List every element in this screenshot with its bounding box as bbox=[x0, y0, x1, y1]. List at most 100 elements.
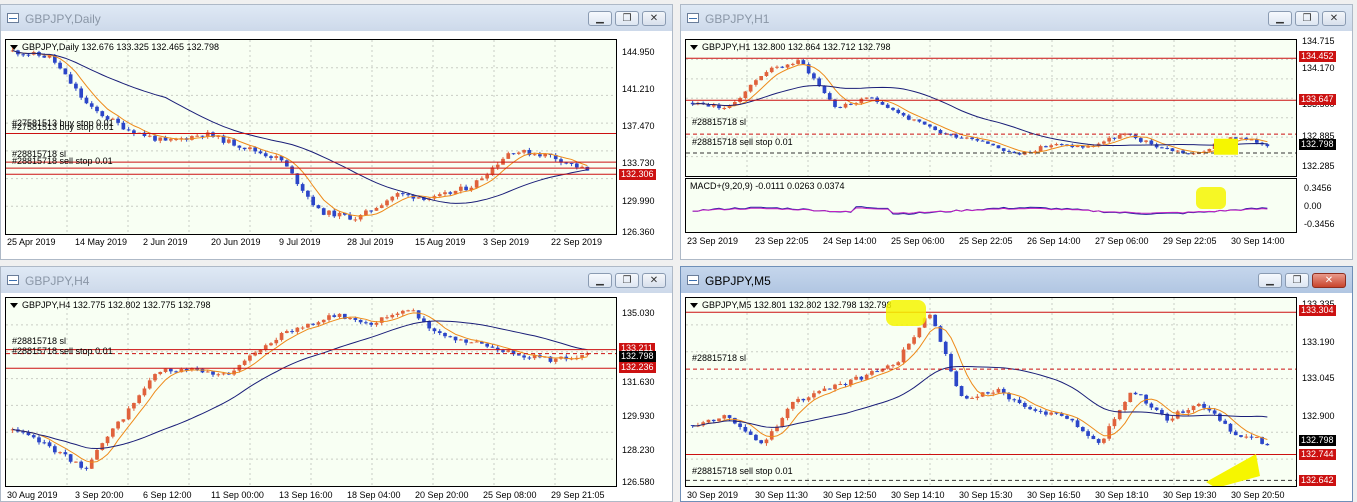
candle-body bbox=[1117, 134, 1122, 139]
price-chart[interactable]: GBPJPY,H4 132.775 132.802 132.775 132.79… bbox=[5, 297, 617, 487]
candle-body bbox=[1007, 150, 1011, 152]
candle-body bbox=[706, 419, 711, 423]
minimize-button[interactable]: ▁ bbox=[588, 273, 612, 288]
maximize-button[interactable]: ❐ bbox=[615, 11, 639, 26]
candle-body bbox=[1144, 140, 1148, 142]
chart-window-daily[interactable]: GBPJPY,Daily ▁ ❐ ✕ GBPJPY,Daily 132.676 … bbox=[0, 4, 673, 260]
time-axis-label: 24 Sep 14:00 bbox=[823, 236, 877, 246]
candle-body bbox=[385, 317, 389, 319]
candle-body bbox=[1181, 411, 1185, 413]
order-line-label[interactable]: #27581513 buy stop 0.01 bbox=[12, 121, 114, 132]
moving-average-fast bbox=[12, 49, 588, 217]
candle-body bbox=[506, 350, 511, 352]
close-button[interactable]: ✕ bbox=[1322, 11, 1346, 26]
moving-average-fast bbox=[12, 312, 588, 463]
maximize-button[interactable]: ❐ bbox=[1285, 273, 1309, 288]
order-line-label[interactable]: #27581513 buy stop 0.01 bbox=[12, 118, 114, 129]
candle-body bbox=[495, 164, 500, 168]
candle-body bbox=[1149, 403, 1154, 408]
macd-axis: 0.3456 0.00 -0.3456 bbox=[1298, 178, 1350, 233]
order-line-label[interactable]: #28815718 sl bbox=[692, 116, 747, 127]
candle-body bbox=[258, 349, 263, 353]
candle-body bbox=[216, 135, 221, 137]
candle-body bbox=[153, 135, 157, 141]
candle-body bbox=[1249, 139, 1254, 141]
candle-body bbox=[864, 374, 869, 380]
minimize-button[interactable]: ▁ bbox=[1268, 11, 1292, 26]
candle-body bbox=[211, 132, 215, 137]
candle-body bbox=[1254, 436, 1259, 438]
close-button[interactable]: ✕ bbox=[1312, 273, 1346, 288]
time-axis-label: 2 Jun 2019 bbox=[143, 237, 188, 247]
candle-body bbox=[1165, 413, 1170, 421]
candle-body bbox=[253, 352, 258, 356]
order-line-label[interactable]: #28815718 sell stop 0.01 bbox=[12, 156, 113, 167]
candle-body bbox=[759, 76, 764, 81]
candle-body bbox=[100, 111, 105, 117]
macd-indicator-pane[interactable]: MACD+(9,20,9) -0.0111 0.0263 0.0374 bbox=[685, 178, 1297, 233]
chart-header: GBPJPY,M5 132.801 132.802 132.798 132.79… bbox=[690, 300, 892, 310]
minimize-button[interactable]: ▁ bbox=[588, 11, 612, 26]
candle-body bbox=[827, 388, 832, 390]
time-axis-label: 30 Sep 14:10 bbox=[891, 490, 945, 500]
price-axis-label: 133.335 bbox=[1302, 298, 1335, 309]
price-axis: 134.715134.170133.500132.885132.285134.4… bbox=[1298, 36, 1350, 177]
candle-body bbox=[891, 107, 895, 110]
candle-body bbox=[263, 153, 268, 157]
candle-body bbox=[26, 54, 31, 56]
candle-body bbox=[411, 310, 416, 312]
price-chart[interactable]: GBPJPY,M5 132.801 132.802 132.798 132.79… bbox=[685, 297, 1297, 487]
price-axis-label: 129.930 bbox=[622, 410, 655, 421]
minimize-button[interactable]: ▁ bbox=[1258, 273, 1282, 288]
close-button[interactable]: ✕ bbox=[642, 273, 666, 288]
window-titlebar[interactable]: GBPJPY,M5 ▁ ❐ ✕ bbox=[681, 267, 1352, 293]
candle-body bbox=[279, 333, 284, 340]
candle-body bbox=[284, 331, 289, 334]
order-line-label[interactable]: #28815718 sl bbox=[12, 336, 67, 347]
window-titlebar[interactable]: GBPJPY,H1 ▁ ❐ ✕ bbox=[681, 5, 1352, 31]
candle-body bbox=[1181, 150, 1185, 154]
price-tag: 133.304 bbox=[1299, 305, 1336, 317]
candle-body bbox=[316, 322, 321, 325]
candle-body bbox=[221, 373, 226, 375]
candle-body bbox=[1044, 146, 1048, 148]
candle-body bbox=[717, 104, 721, 109]
order-line-label[interactable]: #28815718 sell stop 0.01 bbox=[692, 136, 793, 147]
candle-body bbox=[564, 162, 569, 164]
candle-body bbox=[105, 116, 110, 120]
candle-body bbox=[1049, 145, 1054, 148]
order-line-label[interactable]: #28815718 sl bbox=[692, 353, 747, 364]
window-titlebar[interactable]: GBPJPY,H4 ▁ ❐ ✕ bbox=[1, 267, 672, 293]
order-line-label[interactable]: #28815718 sell stop 0.01 bbox=[692, 466, 793, 477]
window-title: GBPJPY,H4 bbox=[25, 274, 90, 288]
candle-body bbox=[511, 153, 516, 155]
candle-body bbox=[1075, 420, 1080, 428]
candle-body bbox=[274, 339, 279, 344]
candle-body bbox=[374, 322, 379, 325]
candle-body bbox=[58, 62, 62, 69]
maximize-button[interactable]: ❐ bbox=[615, 273, 639, 288]
time-axis-label: 18 Sep 04:00 bbox=[347, 490, 401, 500]
candle-body bbox=[553, 358, 558, 362]
order-line-label[interactable]: #28815718 sell stop 0.01 bbox=[12, 345, 113, 356]
close-button[interactable]: ✕ bbox=[642, 11, 666, 26]
window-titlebar[interactable]: GBPJPY,Daily ▁ ❐ ✕ bbox=[1, 5, 672, 31]
candle-body bbox=[922, 121, 927, 125]
candle-body bbox=[522, 355, 526, 358]
price-chart[interactable]: GBPJPY,Daily 132.676 133.325 132.465 132… bbox=[5, 39, 617, 235]
candle-body bbox=[311, 196, 316, 206]
chart-window-h4[interactable]: GBPJPY,H4 ▁ ❐ ✕ GBPJPY,H4 132.775 132.80… bbox=[0, 266, 673, 502]
candle-body bbox=[369, 322, 374, 325]
candle-body bbox=[1133, 392, 1138, 395]
chart-header-text: GBPJPY,M5 132.801 132.802 132.798 132.79… bbox=[702, 300, 892, 310]
candle-body bbox=[137, 395, 142, 403]
candle-body bbox=[348, 318, 352, 320]
candle-body bbox=[964, 137, 969, 139]
chart-window-m5[interactable]: GBPJPY,M5 ▁ ❐ ✕ GBPJPY,M5 132.801 132.80… bbox=[680, 266, 1353, 502]
price-chart[interactable]: GBPJPY,H1 132.800 132.864 132.712 132.79… bbox=[685, 39, 1297, 177]
order-line-label[interactable]: #28815718 sl bbox=[12, 149, 67, 160]
candle-body bbox=[480, 178, 484, 181]
chart-window-h1[interactable]: GBPJPY,H1 ▁ ❐ ✕ GBPJPY,H1 132.800 132.86… bbox=[680, 4, 1353, 260]
maximize-button[interactable]: ❐ bbox=[1295, 11, 1319, 26]
